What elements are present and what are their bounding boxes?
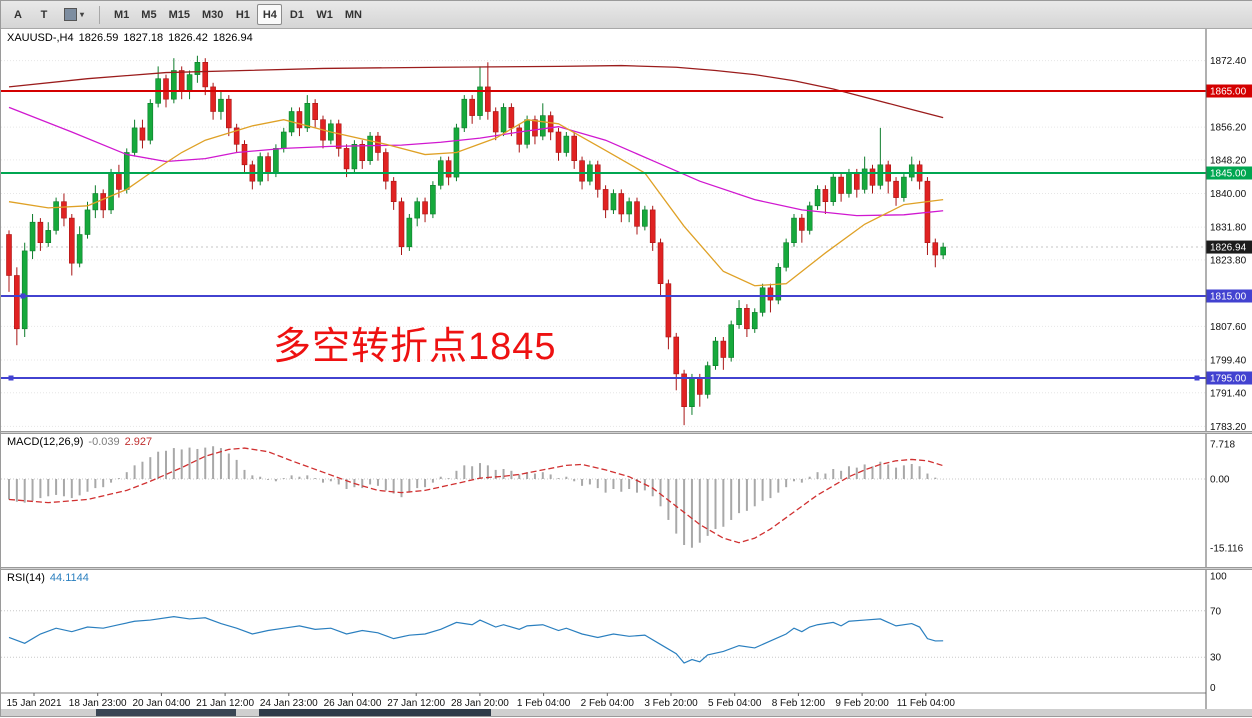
- svg-text:1840.00: 1840.00: [1210, 189, 1247, 200]
- svg-text:1823.80: 1823.80: [1210, 255, 1247, 266]
- macd-indicator-label: MACD(12,26,9) -0.039 2.927: [7, 436, 157, 448]
- chart-ohlc-label: XAUUSD-,H4 1826.59 1827.18 1826.42 1826.94: [7, 32, 258, 44]
- ma-fast: [9, 120, 943, 286]
- svg-text:1826.94: 1826.94: [1210, 243, 1247, 254]
- macd-name: MACD(12,26,9): [7, 436, 83, 448]
- timeframe-d1-button[interactable]: D1: [284, 4, 309, 25]
- svg-text:1 Feb 04:00: 1 Feb 04:00: [517, 698, 571, 709]
- rsi-indicator-label: RSI(14) 44.1144: [7, 572, 94, 584]
- timeframe-h4-button[interactable]: H4: [257, 4, 282, 25]
- svg-text:2 Feb 04:00: 2 Feb 04:00: [581, 698, 635, 709]
- toolbar-separator: [99, 6, 100, 24]
- svg-text:1865.00: 1865.00: [1210, 87, 1247, 98]
- grid-lines: [1, 61, 1206, 427]
- rsi-line: [9, 617, 943, 663]
- svg-text:9 Feb 20:00: 9 Feb 20:00: [835, 698, 889, 709]
- rsi-pane: [1, 611, 1206, 663]
- svg-text:100: 100: [1210, 572, 1227, 583]
- svg-text:30: 30: [1210, 653, 1222, 664]
- svg-text:1795.00: 1795.00: [1210, 374, 1247, 385]
- text-tool-button[interactable]: T: [32, 4, 56, 25]
- high-value: 1827.18: [123, 32, 163, 44]
- svg-text:3 Feb 20:00: 3 Feb 20:00: [644, 698, 698, 709]
- svg-text:26 Jan 04:00: 26 Jan 04:00: [324, 698, 382, 709]
- open-value: 1826.59: [79, 32, 119, 44]
- dropdown-caret-icon: ▾: [80, 10, 84, 19]
- timeframe-m15-button[interactable]: M15: [164, 4, 195, 25]
- svg-text:1799.40: 1799.40: [1210, 355, 1247, 366]
- svg-text:24 Jan 23:00: 24 Jan 23:00: [260, 698, 318, 709]
- timeframe-m30-button[interactable]: M30: [197, 4, 228, 25]
- macd-main-value: -0.039: [88, 436, 119, 448]
- svg-text:1848.20: 1848.20: [1210, 155, 1247, 166]
- svg-text:27 Jan 12:00: 27 Jan 12:00: [387, 698, 445, 709]
- macd-pane: [1, 446, 1206, 547]
- svg-text:1831.80: 1831.80: [1210, 223, 1247, 234]
- price-axis[interactable]: 1872.40 1856.20 1848.20 1840.00 1831.80 1823.…: [1206, 29, 1252, 711]
- svg-text:20 Jan 04:00: 20 Jan 04:00: [132, 698, 190, 709]
- color-swatch-icon: [64, 8, 77, 21]
- timeframe-mn-button[interactable]: MN: [340, 4, 367, 25]
- svg-text:28 Jan 20:00: 28 Jan 20:00: [451, 698, 509, 709]
- low-value: 1826.42: [168, 32, 208, 44]
- bottom-tab[interactable]: [96, 709, 236, 716]
- timeframe-m1-button[interactable]: M1: [109, 4, 134, 25]
- svg-text:11 Feb 04:00: 11 Feb 04:00: [897, 698, 956, 709]
- bottom-tab[interactable]: [259, 709, 491, 716]
- symbol-period-label: XAUUSD-,H4: [7, 32, 74, 44]
- svg-text:21 Jan 12:00: 21 Jan 12:00: [196, 698, 254, 709]
- rsi-value: 44.1144: [50, 572, 89, 584]
- arrow-tool-button[interactable]: A: [6, 4, 30, 25]
- svg-text:7.718: 7.718: [1210, 439, 1235, 450]
- svg-text:18 Jan 23:00: 18 Jan 23:00: [69, 698, 127, 709]
- svg-text:8 Feb 12:00: 8 Feb 12:00: [772, 698, 826, 709]
- pane-splitter-rsi[interactable]: [1, 567, 1252, 570]
- moving-averages: [9, 66, 943, 286]
- svg-text:15 Jan 2021: 15 Jan 2021: [6, 698, 61, 709]
- svg-text:1791.40: 1791.40: [1210, 388, 1247, 399]
- svg-text:70: 70: [1210, 606, 1222, 617]
- svg-text:0: 0: [1210, 683, 1216, 694]
- color-picker-button[interactable]: ▾: [58, 4, 90, 25]
- macd-signal-line: [9, 448, 943, 543]
- horizontal-lines[interactable]: [1, 91, 1206, 381]
- timeframe-h1-button[interactable]: H1: [230, 4, 255, 25]
- svg-text:1815.00: 1815.00: [1210, 292, 1247, 303]
- svg-text:0.00: 0.00: [1210, 475, 1230, 486]
- macd-signal-value: 2.927: [125, 436, 153, 448]
- svg-text:-15.116: -15.116: [1210, 543, 1244, 554]
- rsi-name: RSI(14): [7, 572, 45, 584]
- svg-text:1872.40: 1872.40: [1210, 56, 1247, 67]
- close-value: 1826.94: [213, 32, 253, 44]
- timeframe-w1-button[interactable]: W1: [311, 4, 338, 25]
- svg-text:5 Feb 04:00: 5 Feb 04:00: [708, 698, 762, 709]
- svg-text:1845.00: 1845.00: [1210, 169, 1247, 180]
- svg-text:1807.60: 1807.60: [1210, 322, 1247, 333]
- chart-annotation-text[interactable]: 多空转折点1845: [273, 315, 557, 370]
- bottom-tab-bar: [1, 709, 1252, 716]
- svg-text:1856.20: 1856.20: [1210, 123, 1247, 134]
- timeframe-m5-button[interactable]: M5: [136, 4, 161, 25]
- toolbar: A T ▾ M1 M5 M15 M30 H1 H4 D1 W1 MN: [1, 1, 1252, 29]
- pane-splitter-macd[interactable]: [1, 431, 1252, 434]
